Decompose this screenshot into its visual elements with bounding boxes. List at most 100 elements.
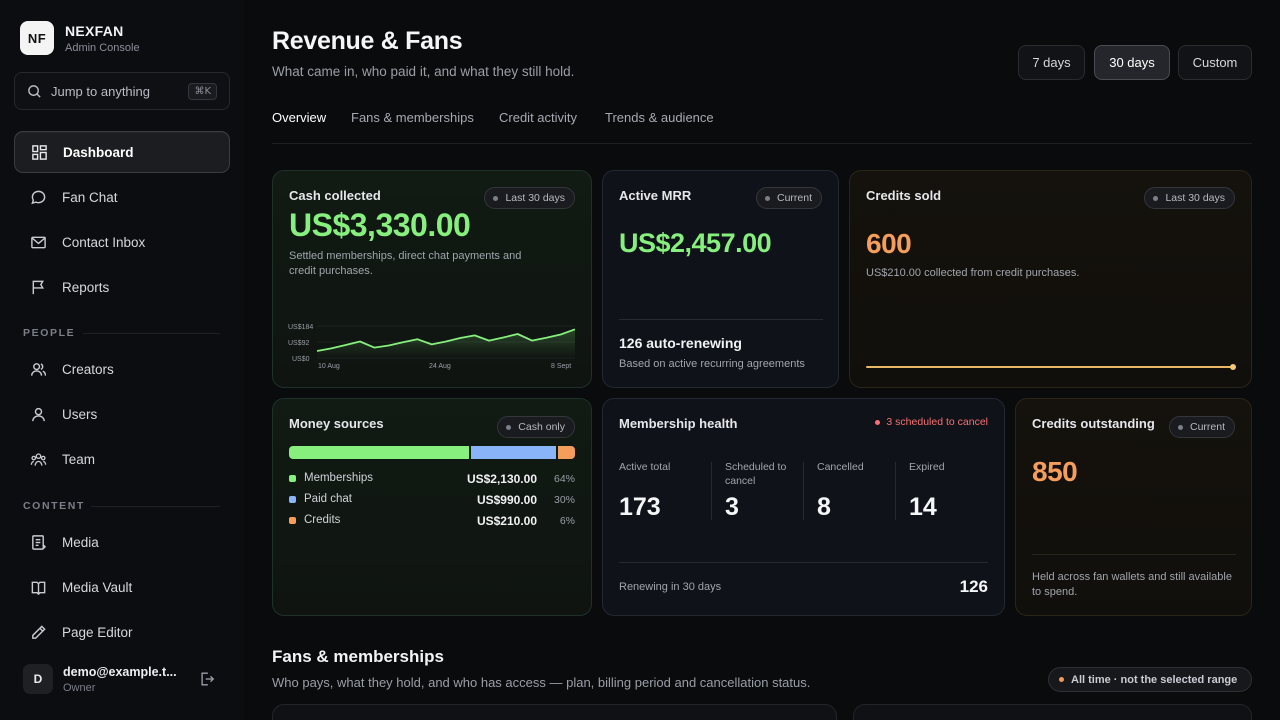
legend-name: Memberships [304, 472, 374, 484]
section-label-people: PEOPLE [23, 327, 220, 339]
fans-card-right [853, 704, 1252, 720]
stat-value: 8 [817, 493, 831, 521]
legend-percent: 64% [553, 473, 575, 485]
dashboard-icon [32, 144, 47, 160]
x-tick-label: 8 Sept [551, 363, 571, 370]
range-custom-button[interactable]: Custom [1178, 45, 1252, 80]
sidebar-item-label: Users [62, 406, 98, 422]
sidebar-item-label: Fan Chat [62, 189, 118, 205]
sidebar-item-team[interactable]: Team [14, 438, 230, 480]
section-label-text: CONTENT [23, 500, 85, 512]
search-icon [28, 84, 41, 98]
user-email: demo@example.t... [63, 664, 177, 679]
tab-credit-activity[interactable]: Credit activity [499, 110, 578, 125]
tab-overview[interactable]: Overview [272, 110, 327, 125]
sidebar-item-label: Contact Inbox [62, 234, 146, 250]
sidebar-item-creators[interactable]: Creators [14, 348, 230, 390]
sidebar-item-contact-inbox[interactable]: Contact Inbox [14, 221, 230, 263]
stat-value: 173 [619, 493, 661, 521]
pencil-icon [32, 624, 46, 639]
card-cash-collected: Cash collected Last 30 days US$3,330.00 … [272, 170, 592, 388]
sidebar-item-media[interactable]: Media [14, 521, 230, 563]
credits-outstanding-description: Held across fan wallets and still availa… [1032, 571, 1232, 598]
stat-divider [803, 462, 804, 520]
bar-segment-credits [558, 446, 575, 459]
flag-icon [32, 280, 44, 294]
sidebar-item-reports[interactable]: Reports [14, 266, 230, 308]
search-box[interactable]: Jump to anything ⌘K [14, 72, 230, 110]
bar-segment-paid-chat [471, 446, 557, 459]
credits-sold-description: US$210.00 collected from credit purchase… [866, 267, 1080, 279]
pill-label: Current [1189, 421, 1225, 433]
sidebar-item-page-editor[interactable]: Page Editor [14, 611, 230, 653]
legend-row: Memberships US$2,130.00 64% [289, 472, 575, 486]
stat-label: Active total [619, 461, 671, 473]
range-7-days-button[interactable]: 7 days [1018, 45, 1085, 80]
cash-value: US$3,330.00 [289, 207, 471, 243]
section-label-content: CONTENT [23, 500, 220, 512]
card-credits-outstanding: Credits outstanding Current 850 Held acr… [1015, 398, 1252, 616]
brand-subtitle: Admin Console [65, 41, 140, 54]
legend-row: Paid chat US$990.00 30% [289, 493, 575, 507]
range-30-days-button[interactable]: 30 days [1094, 45, 1170, 80]
pill-label: Last 30 days [1165, 192, 1225, 204]
sidebar: NF NEXFAN Admin Console Jump to anything… [0, 0, 244, 720]
logout-icon[interactable] [199, 671, 215, 687]
money-stacked-bar [289, 446, 575, 459]
brand[interactable]: NF NEXFAN Admin Console [20, 21, 140, 55]
stat-label: Cancelled [817, 461, 864, 473]
document-icon [32, 534, 47, 550]
section-title: Fans & memberships [272, 647, 444, 666]
current-pill: Current [755, 187, 822, 209]
sidebar-item-dashboard[interactable]: Dashboard [14, 131, 230, 173]
stat-active-total: Active total 173 [619, 461, 704, 521]
users-icon [30, 362, 47, 376]
legend-name: Paid chat [304, 493, 352, 505]
credits-trend-point [1230, 364, 1236, 370]
y-tick-label: US$0 [292, 356, 310, 363]
brand-logo: NF [20, 21, 54, 55]
sidebar-item-label: Page Editor [62, 624, 133, 640]
y-tick-label: US$92 [288, 340, 310, 347]
current-pill: Current [1168, 416, 1235, 438]
card-active-mrr: Active MRR Current US$2,457.00 126 auto-… [602, 170, 839, 388]
alert-dot-icon [875, 419, 881, 425]
chat-bubble-icon [31, 190, 46, 204]
alert-label: 3 scheduled to cancel [886, 416, 988, 428]
search-input[interactable]: Jump to anything [51, 83, 151, 99]
legend-percent: 30% [553, 494, 575, 506]
sidebar-item-label: Media [62, 534, 99, 550]
team-icon [30, 452, 47, 466]
card-title: Credits outstanding [1032, 416, 1155, 431]
stat-cancelled: Cancelled 8 [817, 461, 892, 521]
renewing-label: Renewing in 30 days [619, 581, 722, 593]
card-title: Credits sold [866, 188, 942, 203]
sidebar-item-label: Team [62, 451, 96, 467]
auto-renewing-note: Based on active recurring agreements [619, 358, 805, 370]
user-profile[interactable]: D demo@example.t... Owner [23, 664, 223, 694]
divider [619, 319, 823, 320]
sidebar-item-label: Creators [62, 361, 114, 377]
sidebar-item-media-vault[interactable]: Media Vault [14, 566, 230, 608]
legend-swatch [289, 496, 296, 503]
avatar: D [23, 664, 53, 694]
sidebar-item-fan-chat[interactable]: Fan Chat [14, 176, 230, 218]
legend-value: US$210.00 [476, 514, 537, 528]
stat-value: 14 [909, 493, 937, 521]
stat-divider [711, 462, 712, 520]
section-divider [91, 506, 220, 507]
sidebar-item-users[interactable]: Users [14, 393, 230, 435]
y-tick-label: US$184 [288, 324, 313, 331]
pill-label: Cash only [518, 421, 565, 433]
card-title: Active MRR [619, 188, 692, 203]
tab-trends-audience[interactable]: Trends & audience [605, 110, 714, 125]
legend-row: Credits US$210.00 6% [289, 514, 575, 528]
series-area [317, 329, 575, 358]
range-pill: Last 30 days [1144, 187, 1235, 209]
stat-scheduled-cancel: Scheduled to cancel 3 [725, 461, 800, 521]
auto-renewing-count: 126 auto-renewing [619, 335, 742, 351]
tab-fans-memberships[interactable]: Fans & memberships [351, 110, 474, 125]
legend-value: US$990.00 [476, 493, 537, 507]
fans-card-left [272, 704, 837, 720]
legend-swatch [289, 517, 296, 524]
